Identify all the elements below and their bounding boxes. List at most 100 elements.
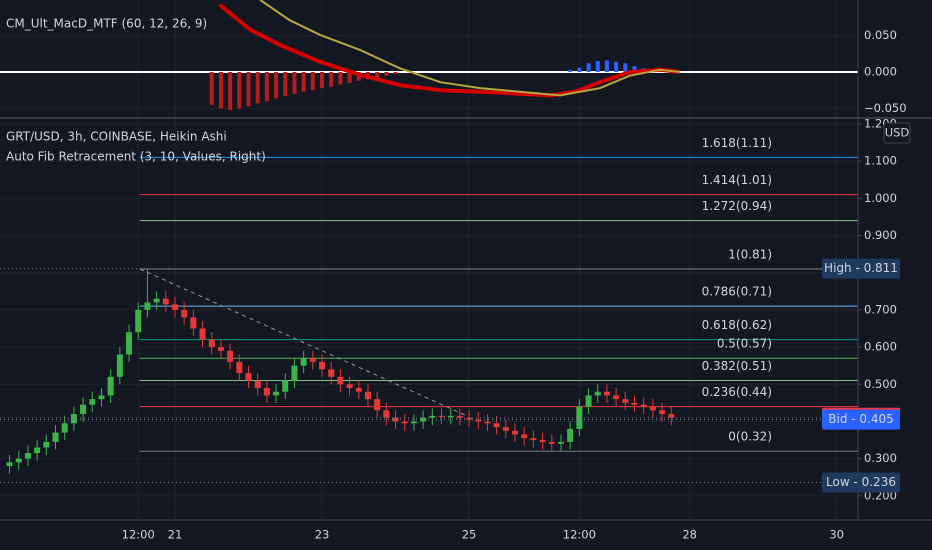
axes: 12:0021232512:0028300.2000.3000.4000.500… xyxy=(122,28,907,542)
candle-body xyxy=(383,410,390,418)
candle-body xyxy=(603,391,610,396)
histogram-bar xyxy=(209,71,214,105)
candle-body xyxy=(613,395,620,400)
candle-body xyxy=(576,406,583,429)
x-tick-label: 30 xyxy=(829,528,844,542)
candle-body xyxy=(410,421,417,424)
histogram-bar xyxy=(632,66,637,72)
candle-body xyxy=(557,441,564,444)
fib-label: 0.786(0.71) xyxy=(702,285,772,299)
candle-body xyxy=(107,376,114,396)
candle-body xyxy=(24,453,31,459)
candle-body xyxy=(530,438,537,441)
histogram-bar xyxy=(329,71,334,87)
grid xyxy=(0,0,858,520)
fib-label: 0.5(0.57) xyxy=(717,337,772,351)
candle-body xyxy=(484,421,491,424)
candle-body xyxy=(15,458,22,463)
histogram-bar xyxy=(283,71,288,97)
y-tick-label: 0.300 xyxy=(864,451,897,465)
candle-body xyxy=(199,328,206,340)
histogram-bar xyxy=(237,71,242,109)
y-tick-label: 0.050 xyxy=(864,28,897,42)
candle-body xyxy=(162,298,169,305)
candle-body xyxy=(254,380,261,388)
candle-body xyxy=(456,415,463,418)
candle-body xyxy=(273,391,280,396)
candle-body xyxy=(80,404,87,415)
candle-body xyxy=(300,358,307,366)
candle-body xyxy=(346,384,353,388)
chart-title: GRT/USD, 3h, COINBASE, Heikin Ashi xyxy=(6,130,227,144)
candle-body xyxy=(401,421,408,424)
fib-label: 0(0.32) xyxy=(728,430,772,444)
histogram-bar xyxy=(568,69,573,72)
chart-subtitle: Auto Fib Retracement (3, 10, Values, Rig… xyxy=(6,150,266,164)
candle-body xyxy=(171,304,178,310)
fib-label: 0.382(0.51) xyxy=(702,359,772,373)
candle-body xyxy=(355,387,362,392)
candle-body xyxy=(126,332,133,355)
candle-body xyxy=(309,358,316,362)
candle-body xyxy=(429,415,436,418)
candle-body xyxy=(512,430,519,435)
histogram-bar xyxy=(384,71,389,76)
histogram-bar xyxy=(595,61,600,72)
candle-body xyxy=(98,395,105,400)
candle-body xyxy=(466,417,473,420)
currency-label[interactable]: USD xyxy=(885,126,910,140)
histogram-bar xyxy=(577,67,582,72)
candle-body xyxy=(135,309,142,333)
candle-body xyxy=(668,414,675,418)
fib-label: 1.414(1.01) xyxy=(702,173,772,187)
y-tick-label: 0.600 xyxy=(864,340,897,354)
histogram-bar xyxy=(255,71,260,104)
histogram-bar xyxy=(301,71,306,92)
x-tick-label: 12:00 xyxy=(563,528,596,542)
candle-body xyxy=(594,391,601,396)
candle-body xyxy=(208,339,215,348)
histogram-bar xyxy=(246,71,251,107)
candle-body xyxy=(659,410,666,415)
candle-body xyxy=(245,373,252,381)
y-tick-label: 1.100 xyxy=(864,154,897,168)
candle-body xyxy=(217,347,224,351)
y-tick-label: 0.900 xyxy=(864,228,897,242)
candle-body xyxy=(319,361,326,370)
candle-body xyxy=(567,428,574,442)
histogram-bar xyxy=(623,63,628,72)
price-tag-label: Low - 0.236 xyxy=(826,475,896,489)
fib-label: 1.272(0.94) xyxy=(702,199,772,213)
histogram-bar xyxy=(604,60,609,72)
histogram-bar xyxy=(614,61,619,72)
histogram-bar xyxy=(218,71,223,109)
histogram-bar xyxy=(274,71,279,99)
candle-body xyxy=(263,387,270,396)
currency-box[interactable] xyxy=(883,122,911,144)
candle-body xyxy=(585,395,592,407)
y-tick-label: 0.500 xyxy=(864,377,897,391)
x-tick-label: 25 xyxy=(462,528,477,542)
candle-body xyxy=(291,365,298,381)
candle-body xyxy=(548,441,555,444)
candle-body xyxy=(34,447,41,454)
candle-body xyxy=(631,402,638,405)
candle-body xyxy=(374,399,381,411)
x-tick-label: 21 xyxy=(168,528,183,542)
candle-body xyxy=(649,406,656,411)
histogram-bar xyxy=(347,71,352,83)
indicator-title: CM_Ult_MacD_MTF (60, 12, 26, 9) xyxy=(6,17,207,31)
candle-body xyxy=(236,361,243,374)
histogram-bar xyxy=(310,71,315,91)
x-tick-label: 28 xyxy=(682,528,697,542)
candle-body xyxy=(438,415,445,417)
candle-body xyxy=(190,317,197,329)
histogram-bar xyxy=(393,71,398,75)
candle-body xyxy=(521,434,528,439)
histogram-bar xyxy=(264,71,269,102)
price-tag xyxy=(822,258,900,279)
y-tick-label: −0.050 xyxy=(864,101,907,115)
candle-body xyxy=(227,350,234,362)
histogram-bar xyxy=(375,71,380,78)
indicator-line xyxy=(259,0,681,97)
